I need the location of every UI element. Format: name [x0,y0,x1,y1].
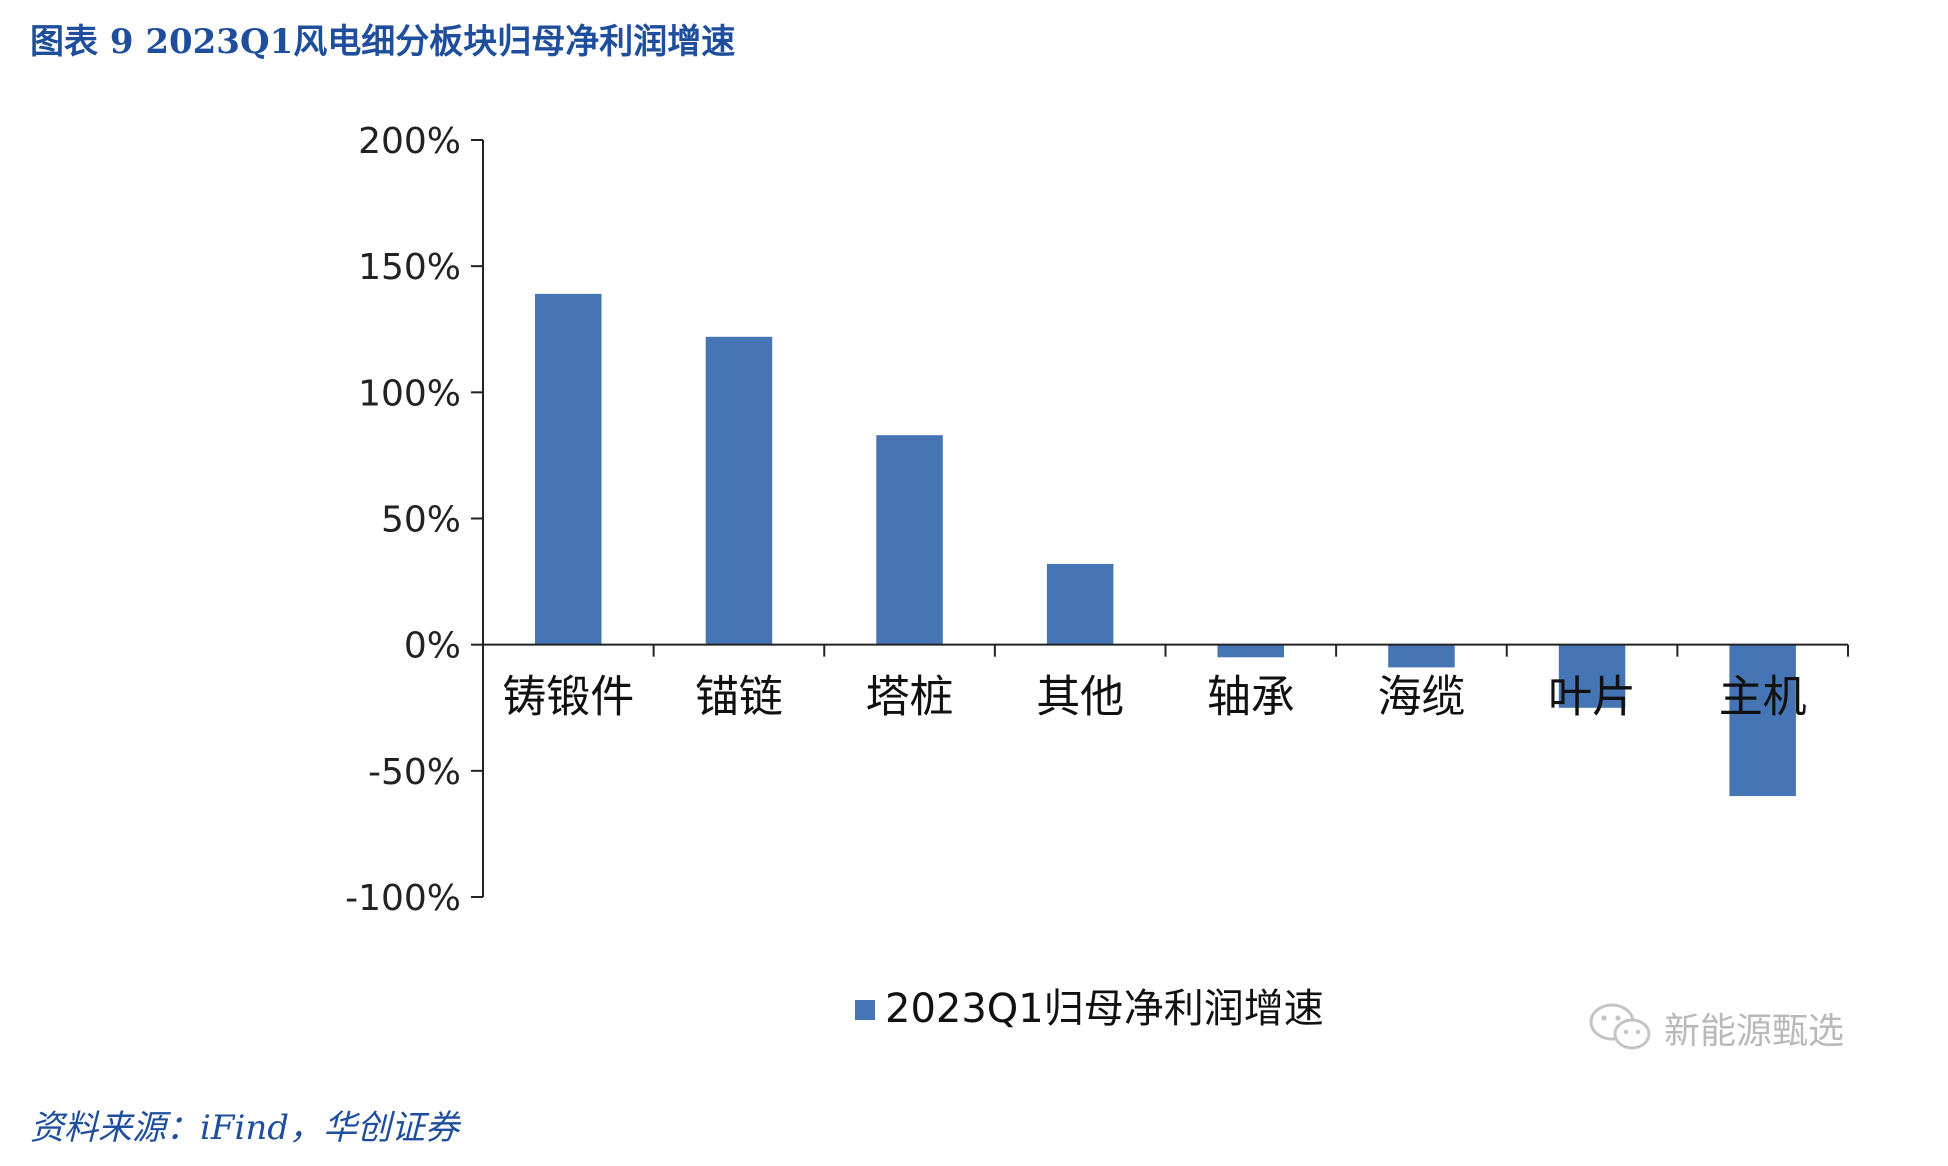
x-tick-label-7: 主机 [1719,672,1807,723]
axes-layer [471,139,1849,898]
y-tick-label-5: -50% [368,752,461,793]
watermark: 新能源甄选 [1588,1000,1844,1056]
y-tick-label-2: 100% [358,373,461,414]
x-tick-label-0: 铸锻件 [502,672,634,723]
y-tick-label-6: -100% [345,878,461,919]
x-tick-label-3: 其他 [1036,672,1124,723]
legend: 2023Q1归母净利润增速 [855,986,1324,1032]
legend-swatch [855,1000,875,1020]
y-tick-label-1: 150% [358,247,461,288]
bar-0 [535,293,602,645]
x-tick-label-4: 轴承 [1207,672,1295,723]
x-tick-label-1: 锚链 [695,672,783,723]
bar-3 [1046,563,1114,645]
x-tick-label-6: 叶片 [1548,672,1636,723]
legend-label: 2023Q1归母净利润增速 [885,986,1324,1032]
bars-layer [535,293,1796,797]
bar-2 [876,435,943,645]
labels-layer: 200% 150% 100% 50% 0% -50% -100% 铸锻件 锚链 塔桩 其他 轴承 海缆 叶… [345,121,1807,919]
y-tick-label-3: 50% [381,500,461,541]
bar-5 [1388,644,1455,668]
bar-4 [1217,644,1284,658]
y-tick-label-0: 200% [358,121,461,162]
wechat-icon [1588,1000,1654,1056]
bar-7 [1729,644,1796,797]
watermark-text: 新能源甄选 [1664,1011,1845,1052]
x-tick-label-2: 塔桩 [866,672,954,723]
source-note: 资料来源：iFind，华创证券 [30,1108,460,1148]
x-tick-label-5: 海缆 [1377,672,1465,723]
y-tick-label-4: 0% [404,626,461,667]
figure-title: 图表 9 2023Q1风电细分板块归母净利润增速 [30,22,736,62]
bar-1 [705,336,773,645]
bar-6 [1558,644,1626,708]
